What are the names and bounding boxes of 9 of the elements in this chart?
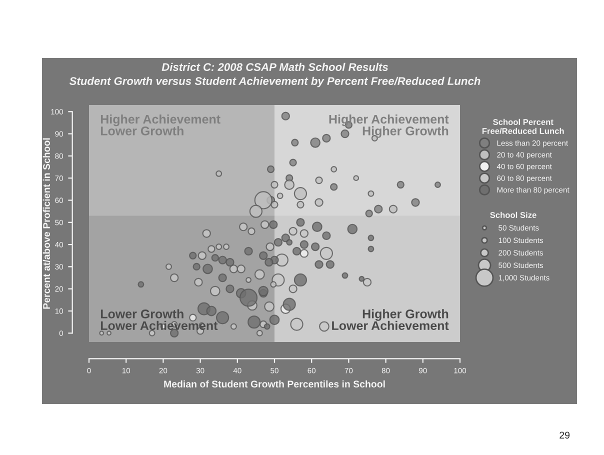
x-axis-title: Median of Student Growth Percentiles in School xyxy=(164,380,385,388)
text: School Size xyxy=(490,212,536,218)
chart-title: District C: 2008 CSAP Math School Results xyxy=(162,62,388,71)
legend-title: School Percent Free/Reduced Lunch xyxy=(482,118,564,134)
chart-subtitle: Student Growth versus Student Achievement by Percent Free/Reduced Lunch xyxy=(69,76,480,88)
y-axis-title: Percent at/above Proficient in School xyxy=(42,138,50,309)
annotation: Higher Growth Lower Achievement xyxy=(332,309,449,330)
annotation: Higher Achievement Higher Growth xyxy=(329,114,449,138)
text: 29 xyxy=(560,432,570,439)
